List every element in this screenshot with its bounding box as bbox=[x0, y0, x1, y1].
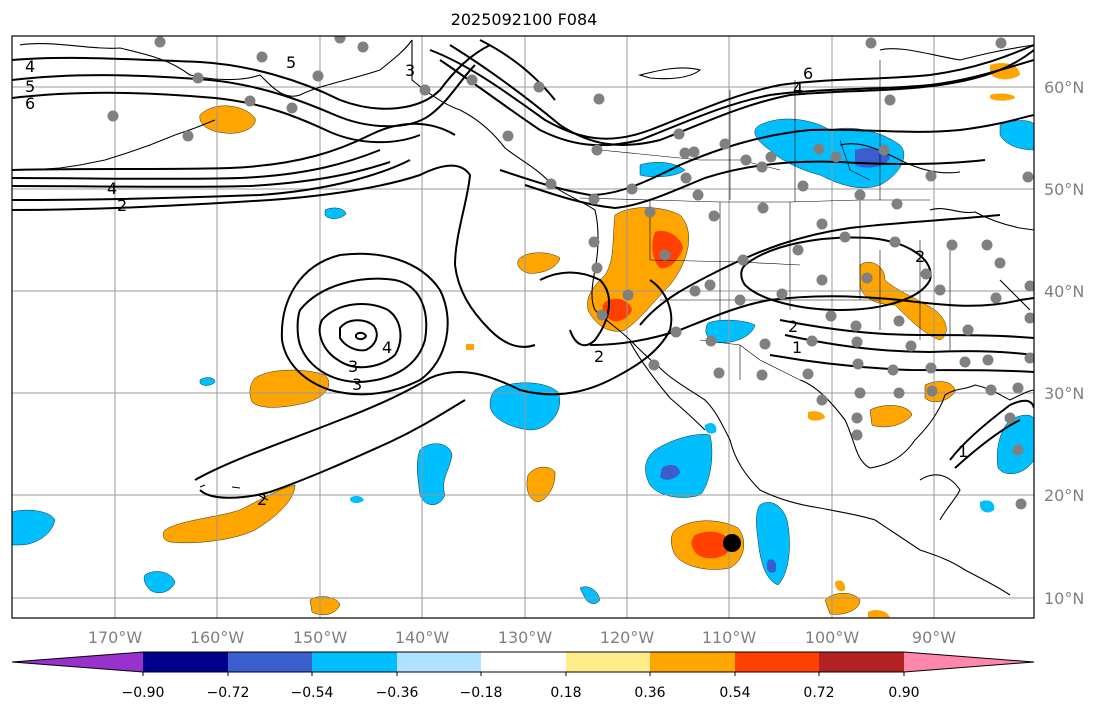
lat-label: 40°N bbox=[1044, 282, 1084, 301]
station-dots bbox=[107, 36, 1034, 510]
colorbar-tick-label: 0.18 bbox=[550, 685, 581, 701]
lat-label: 10°N bbox=[1044, 589, 1084, 608]
svg-text:6: 6 bbox=[803, 64, 813, 83]
lon-label: 140°W bbox=[395, 628, 450, 647]
storm-center-marker bbox=[723, 534, 741, 552]
colorbar-bin bbox=[143, 652, 228, 672]
map-title: 2025092100 F084 bbox=[450, 10, 598, 29]
colorbar-bin bbox=[397, 652, 481, 672]
lat-label: 20°N bbox=[1044, 486, 1084, 505]
colorbar-tick-label: −0.54 bbox=[291, 685, 334, 701]
lat-label: 50°N bbox=[1044, 180, 1084, 199]
colorbar-tick-label: 0.54 bbox=[719, 685, 750, 701]
lon-label: 130°W bbox=[498, 628, 553, 647]
svg-text:3: 3 bbox=[352, 375, 362, 394]
shaded-anomalies bbox=[12, 63, 1034, 618]
svg-text:2: 2 bbox=[117, 196, 127, 215]
svg-text:4: 4 bbox=[382, 338, 392, 357]
svg-text:2: 2 bbox=[594, 347, 604, 366]
colorbar-bin bbox=[819, 652, 904, 672]
colorbar-bin bbox=[312, 652, 397, 672]
colorbar-tick-label: −0.18 bbox=[460, 685, 503, 701]
colorbar-tick-label: 0.36 bbox=[634, 685, 665, 701]
svg-text:2: 2 bbox=[788, 317, 798, 336]
colorbar-tick-label: 0.72 bbox=[803, 685, 834, 701]
svg-text:5: 5 bbox=[25, 77, 35, 96]
svg-text:3: 3 bbox=[348, 357, 358, 376]
colorbar bbox=[11, 651, 1035, 676]
lon-label: 170°W bbox=[88, 628, 143, 647]
lon-label: 160°W bbox=[190, 628, 245, 647]
map-frame bbox=[11, 35, 1035, 619]
contours bbox=[12, 39, 1034, 499]
lon-label: 120°W bbox=[600, 628, 655, 647]
colorbar-extend-low bbox=[12, 652, 143, 672]
svg-text:1: 1 bbox=[792, 338, 802, 357]
colorbar-bin bbox=[735, 652, 819, 672]
contour-labels: 4 5 6 3 5 6 4 4 2 3 4 3 2 2 2 1 2 1 bbox=[25, 53, 968, 509]
colorbar-tick-label: −0.90 bbox=[122, 685, 165, 701]
lon-label: 100°W bbox=[805, 628, 860, 647]
svg-text:2: 2 bbox=[915, 247, 925, 266]
colorbar-tick-label: −0.72 bbox=[207, 685, 250, 701]
lat-label: 60°N bbox=[1044, 78, 1084, 97]
colorbar-extend-high bbox=[904, 652, 1034, 672]
colorbar-bin bbox=[228, 652, 312, 672]
coastlines bbox=[19, 39, 1034, 596]
lat-label: 30°N bbox=[1044, 384, 1084, 403]
longitude-labels: 170°W 160°W 150°W 140°W 130°W 120°W 110°… bbox=[88, 628, 956, 647]
svg-text:2: 2 bbox=[257, 490, 267, 509]
lon-label: 110°W bbox=[702, 628, 757, 647]
svg-text:4: 4 bbox=[107, 179, 117, 198]
lon-label: 90°W bbox=[912, 628, 956, 647]
svg-text:5: 5 bbox=[286, 53, 296, 72]
colorbar-labels: −0.90 −0.72 −0.54 −0.36 −0.18 0.18 0.36 … bbox=[122, 685, 920, 701]
colorbar-bin bbox=[650, 652, 735, 672]
colorbar-bin bbox=[481, 652, 566, 672]
colorbar-tick-label: −0.36 bbox=[376, 685, 419, 701]
svg-text:4: 4 bbox=[793, 79, 803, 98]
svg-text:4: 4 bbox=[25, 57, 35, 76]
colorbar-tick-label: 0.90 bbox=[888, 685, 919, 701]
latitude-labels: 60°N 50°N 40°N 30°N 20°N 10°N bbox=[1044, 78, 1084, 608]
lon-label: 150°W bbox=[293, 628, 348, 647]
svg-text:1: 1 bbox=[958, 442, 968, 461]
svg-text:6: 6 bbox=[25, 94, 35, 113]
colorbar-bin bbox=[566, 652, 650, 672]
svg-text:3: 3 bbox=[405, 61, 415, 80]
